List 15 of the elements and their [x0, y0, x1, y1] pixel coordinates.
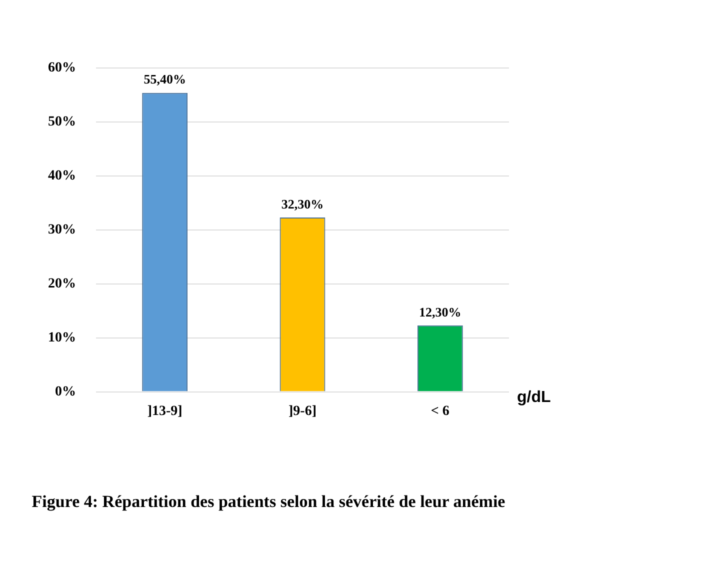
text: Figure 4: Répartition des patients selon la sévérité de leur anémie — [32, 492, 506, 512]
y-tick-label: 0% — [55, 384, 76, 400]
y-tick-label: 10% — [48, 330, 76, 346]
data-label: 55,40% — [144, 72, 186, 87]
y-tick-label: 20% — [48, 276, 76, 292]
x-tick-label: ]13-9] — [147, 404, 182, 419]
x-axis-title: g/dL — [517, 389, 551, 406]
data-label: 12,30% — [419, 304, 462, 320]
x-tick-label: < 6 — [430, 404, 450, 419]
y-tick-label: 50% — [48, 114, 76, 130]
x-tick-label: ]9-6] — [288, 404, 316, 419]
y-tick-label: 30% — [48, 222, 76, 238]
y-tick-label: 60% — [48, 60, 76, 76]
data-label: 32,30% — [281, 196, 324, 212]
y-tick-label: 40% — [48, 168, 76, 184]
